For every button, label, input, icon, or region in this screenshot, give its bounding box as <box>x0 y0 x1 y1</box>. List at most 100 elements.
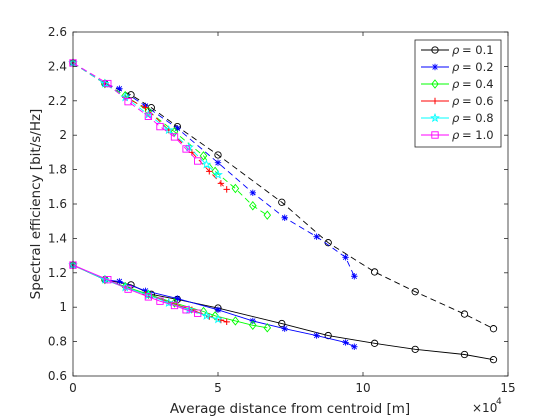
data-point-lower <box>182 306 190 314</box>
data-point-lower <box>231 316 240 326</box>
data-point-upper <box>194 157 202 165</box>
legend-label: = 0.8 <box>462 111 494 125</box>
data-point-upper <box>263 210 272 220</box>
legend-marker <box>431 46 439 54</box>
series-5 <box>69 59 202 317</box>
legend-label: = 1.0 <box>462 128 494 142</box>
data-point-lower <box>104 276 112 284</box>
legend: ρ = 0.1ρ = 0.2ρ = 0.4ρ = 0.6ρ = 0.8ρ = 1.0 <box>414 39 502 148</box>
data-point-lower <box>278 319 286 328</box>
legend-label: = 0.2 <box>462 60 494 74</box>
data-point-upper <box>278 198 286 206</box>
y-tick-label: 1.4 <box>48 231 67 245</box>
data-point-upper <box>213 169 223 179</box>
data-point-lower <box>170 301 179 310</box>
legend-entry: ρ = 0.6 <box>421 94 494 108</box>
data-point-upper <box>313 233 320 240</box>
data-point-lower <box>263 323 272 333</box>
legend-entry: ρ = 0.2 <box>421 60 494 74</box>
legend-marker <box>431 79 439 89</box>
data-point-lower <box>194 309 202 317</box>
x-tick-label: 15 <box>500 381 515 395</box>
series-line-dashed <box>72 62 355 277</box>
data-point-upper <box>116 85 123 92</box>
data-point-lower <box>214 306 222 313</box>
data-point-upper <box>182 145 190 153</box>
data-point-upper <box>231 183 240 194</box>
y-tick-label: 2.6 <box>48 25 67 39</box>
data-point-upper <box>249 189 256 197</box>
data-point-lower <box>156 297 164 305</box>
legend-entry: ρ = 1.0 <box>421 128 494 142</box>
y-axis-label: Spectral efficiency [bit/s/Hz] <box>28 109 44 300</box>
tick-layer: 0 5 10 15 0.6 0.8 1 1.2 1.4 1.6 1.8 2 2.2 2.4 2.6 <box>48 25 516 395</box>
legend-entry: ρ = 0.4 <box>421 77 494 91</box>
x-tick-label: 10 <box>355 381 370 395</box>
legend-rho-symbol: ρ <box>452 94 460 108</box>
legend-label: = 0.6 <box>462 94 494 108</box>
x-tick-label: 5 <box>214 381 222 395</box>
legend-marker <box>431 63 439 71</box>
legend-label: = 0.1 <box>462 43 494 57</box>
legend-entry: ρ = 0.1 <box>421 43 494 57</box>
data-point-upper <box>281 214 288 221</box>
x-exponent-base: ×10 <box>472 401 497 415</box>
data-point-upper <box>411 288 419 296</box>
data-point-lower <box>211 311 219 321</box>
legend-rho-symbol: ρ <box>452 77 460 91</box>
data-point-upper <box>460 310 469 318</box>
data-point-lower <box>249 320 257 330</box>
data-point-lower <box>124 285 132 293</box>
legend-rho-symbol: ρ <box>452 60 460 74</box>
data-point-lower <box>281 325 288 332</box>
data-point-upper <box>104 79 112 88</box>
y-tick-label: 1 <box>59 300 67 314</box>
data-point-upper <box>144 112 153 120</box>
legend-label: = 0.4 <box>462 77 494 91</box>
data-point-upper <box>174 125 181 132</box>
data-point-lower <box>144 289 153 300</box>
data-point-upper <box>163 124 174 135</box>
data-point-upper <box>342 254 349 261</box>
data-point-upper <box>223 186 230 193</box>
data-point-lower <box>223 318 230 326</box>
legend-entry: ρ = 0.8 <box>421 111 494 125</box>
series-layer <box>68 57 498 364</box>
data-point-lower <box>163 297 174 308</box>
data-point-upper <box>156 122 164 131</box>
data-point-lower <box>489 356 498 364</box>
x-tick-label: 0 <box>69 381 77 395</box>
data-point-upper <box>370 268 379 276</box>
data-point-lower <box>201 310 212 320</box>
y-tick-label: 0.8 <box>48 335 67 349</box>
y-tick-label: 2.4 <box>48 59 67 73</box>
data-point-lower <box>460 350 469 359</box>
data-point-lower <box>370 339 379 347</box>
legend-marker <box>431 97 439 105</box>
data-point-upper <box>142 104 149 111</box>
legend-rho-symbol: ρ <box>452 128 460 142</box>
y-tick-label: 1.6 <box>48 197 67 211</box>
legend-rho-symbol: ρ <box>452 111 460 125</box>
data-point-lower <box>213 314 223 324</box>
data-point-upper <box>214 151 222 159</box>
y-tick-label: 0.6 <box>48 369 67 383</box>
data-point-lower <box>351 343 358 350</box>
y-tick-label: 1.8 <box>48 163 67 177</box>
y-tick-label: 2.2 <box>48 94 67 108</box>
data-point-lower <box>174 295 181 302</box>
data-point-upper <box>206 168 213 175</box>
data-point-upper <box>170 133 179 141</box>
data-point-upper <box>217 180 225 187</box>
legend-box <box>414 39 502 148</box>
data-point-upper <box>489 325 498 333</box>
legend-marker <box>431 131 439 139</box>
data-point-lower <box>342 339 349 346</box>
data-point-lower <box>313 332 320 339</box>
x-exponent-power: 4 <box>496 397 502 407</box>
data-point-upper <box>214 159 222 166</box>
data-point-upper <box>124 98 132 106</box>
y-tick-label: 1.2 <box>48 266 67 280</box>
data-point-lower <box>411 345 419 353</box>
